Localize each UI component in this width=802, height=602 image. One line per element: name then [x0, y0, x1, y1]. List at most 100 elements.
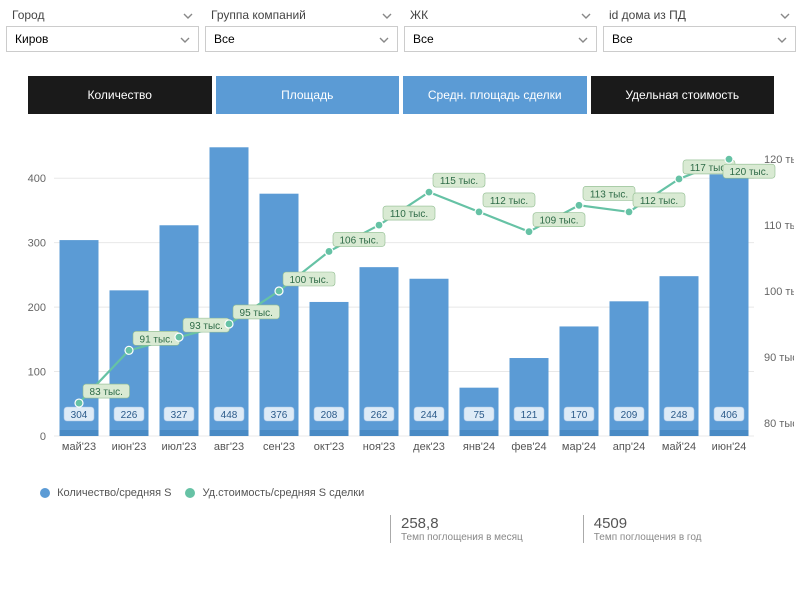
filter-select-zhk[interactable]: Все: [404, 26, 597, 52]
chart-legend: Количество/средняя S Уд.стоимость/средня…: [40, 487, 762, 499]
svg-text:106 тыс.: 106 тыс.: [339, 235, 378, 246]
kpi-label: Темп поглощения в год: [594, 532, 702, 543]
chevron-down-icon[interactable]: [780, 10, 790, 20]
filter-label: ЖК: [410, 8, 428, 22]
svg-text:дек'23: дек'23: [413, 441, 445, 453]
svg-text:100: 100: [28, 367, 46, 379]
svg-text:мар'24: мар'24: [562, 441, 596, 453]
svg-text:янв'24: янв'24: [463, 441, 495, 453]
chevron-down-icon[interactable]: [382, 10, 392, 20]
svg-text:448: 448: [221, 410, 238, 421]
filter-value: Все: [612, 32, 633, 46]
svg-text:117 тыс.: 117 тыс.: [690, 163, 728, 174]
svg-text:июл'23: июл'23: [162, 441, 197, 453]
svg-text:83 тыс.: 83 тыс.: [90, 387, 123, 398]
svg-text:244: 244: [421, 410, 438, 421]
svg-text:0: 0: [40, 431, 46, 443]
svg-text:80 тыс.: 80 тыс.: [764, 418, 794, 430]
svg-text:121: 121: [521, 410, 538, 421]
filter-company-group: Группа компаний Все: [205, 6, 398, 52]
filter-select-city[interactable]: Киров: [6, 26, 199, 52]
tab-area[interactable]: Площадь: [216, 76, 400, 114]
chart-tabs: Количество Площадь Средн. площадь сделки…: [28, 76, 774, 114]
kpi-label: Темп поглощения в месяц: [401, 532, 523, 543]
svg-text:сен'23: сен'23: [263, 441, 295, 453]
legend-swatch: [40, 488, 50, 498]
svg-text:фев'24: фев'24: [511, 441, 546, 453]
tab-label: Удельная стоимость: [625, 88, 739, 102]
svg-text:170: 170: [571, 410, 588, 421]
kpi-value: 258,8: [401, 515, 523, 532]
filter-label: id дома из ПД: [609, 8, 686, 22]
legend-item: Количество/средняя S: [40, 487, 171, 499]
svg-text:248: 248: [671, 410, 688, 421]
svg-text:376: 376: [271, 410, 288, 421]
svg-text:200: 200: [28, 302, 46, 314]
tab-unit-cost[interactable]: Удельная стоимость: [591, 76, 775, 114]
svg-text:июн'23: июн'23: [112, 441, 147, 453]
chevron-down-icon[interactable]: [183, 10, 193, 20]
svg-text:май'23: май'23: [62, 441, 96, 453]
svg-text:авг'23: авг'23: [214, 441, 244, 453]
tab-label: Средн. площадь сделки: [428, 88, 562, 102]
svg-text:100 тыс.: 100 тыс.: [289, 275, 328, 286]
svg-text:110 тыс.: 110 тыс.: [390, 209, 428, 220]
svg-text:апр'24: апр'24: [613, 441, 646, 453]
svg-text:406: 406: [721, 410, 738, 421]
svg-text:327: 327: [171, 410, 188, 421]
chevron-down-icon[interactable]: [581, 10, 591, 20]
svg-text:120 тыс.: 120 тыс.: [729, 167, 768, 178]
svg-text:400: 400: [28, 173, 46, 185]
svg-text:110 тыс.: 110 тыс.: [764, 220, 794, 232]
kpi-yearly: 4509 Темп поглощения в год: [583, 515, 702, 543]
filter-label: Группа компаний: [211, 8, 306, 22]
filter-value: Все: [214, 32, 235, 46]
filter-value: Все: [413, 32, 434, 46]
svg-text:262: 262: [371, 410, 388, 421]
svg-text:109 тыс.: 109 тыс.: [539, 216, 578, 227]
svg-text:112 тыс.: 112 тыс.: [640, 196, 678, 207]
tab-quantity[interactable]: Количество: [28, 76, 212, 114]
tab-label: Площадь: [281, 88, 333, 102]
svg-text:208: 208: [321, 410, 338, 421]
filter-select-company-group[interactable]: Все: [205, 26, 398, 52]
chevron-down-icon: [578, 34, 588, 44]
svg-text:226: 226: [121, 410, 138, 421]
svg-text:93 тыс.: 93 тыс.: [190, 321, 223, 332]
filters-bar: Город Киров Группа компаний Все ЖК Все i…: [0, 0, 802, 58]
svg-text:115 тыс.: 115 тыс.: [440, 176, 478, 187]
kpi-value: 4509: [594, 515, 702, 532]
filter-value: Киров: [15, 32, 48, 46]
legend-swatch: [185, 488, 195, 498]
combo-chart: 0 100 200 300 400 80 тыс. 90 тыс. 100 тыс. 110 т…: [8, 126, 794, 476]
svg-text:90 тыс.: 90 тыс.: [764, 352, 794, 364]
tab-label: Количество: [88, 88, 152, 102]
filter-house-id: id дома из ПД Все: [603, 6, 796, 52]
legend-text: Уд.стоимость/средняя S сделки: [203, 487, 365, 499]
filter-label: Город: [12, 8, 44, 22]
svg-text:209: 209: [621, 410, 638, 421]
svg-text:300: 300: [28, 238, 46, 250]
svg-text:95 тыс.: 95 тыс.: [240, 308, 273, 319]
kpi-row: 258,8 Темп поглощения в месяц 4509 Темп …: [0, 515, 802, 543]
kpi-monthly: 258,8 Темп поглощения в месяц: [390, 515, 523, 543]
tab-avg-deal-area[interactable]: Средн. площадь сделки: [403, 76, 587, 114]
svg-text:100 тыс.: 100 тыс.: [764, 286, 794, 298]
chart-container: 0 100 200 300 400 80 тыс. 90 тыс. 100 тыс. 110 т…: [8, 126, 794, 479]
filter-select-house-id[interactable]: Все: [603, 26, 796, 52]
svg-text:112 тыс.: 112 тыс.: [490, 196, 528, 207]
svg-text:окт'23: окт'23: [314, 441, 344, 453]
svg-text:304: 304: [71, 410, 88, 421]
svg-text:ноя'23: ноя'23: [363, 441, 395, 453]
chevron-down-icon: [180, 34, 190, 44]
legend-text: Количество/средняя S: [57, 487, 171, 499]
legend-item: Уд.стоимость/средняя S сделки: [185, 487, 364, 499]
chevron-down-icon: [777, 34, 787, 44]
svg-text:июн'24: июн'24: [712, 441, 747, 453]
chevron-down-icon: [379, 34, 389, 44]
filter-city: Город Киров: [6, 6, 199, 52]
svg-text:75: 75: [473, 410, 485, 421]
svg-text:май'24: май'24: [662, 441, 696, 453]
svg-text:91 тыс.: 91 тыс.: [140, 334, 173, 345]
svg-text:113 тыс.: 113 тыс.: [590, 189, 628, 200]
